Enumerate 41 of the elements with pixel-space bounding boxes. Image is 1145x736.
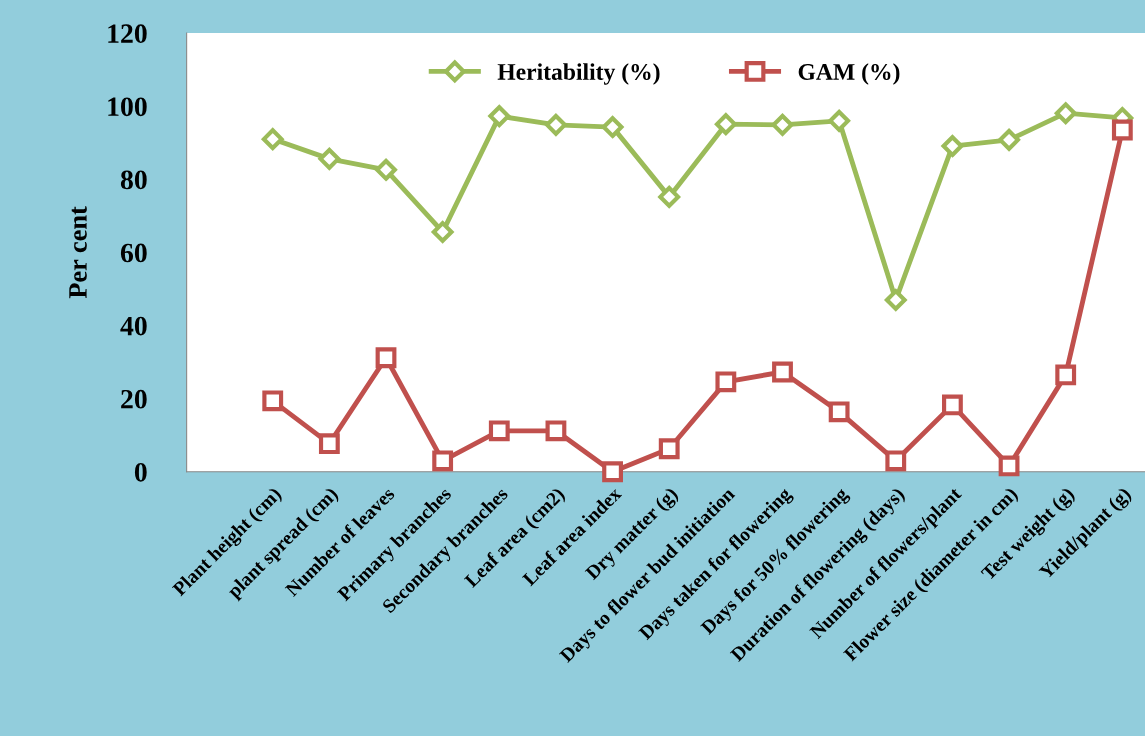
point [431, 221, 454, 243]
point [658, 438, 680, 460]
y-axis-title: Per cent [69, 206, 87, 299]
point [941, 135, 964, 157]
point [884, 289, 907, 311]
y-tick-label: 120 [108, 24, 147, 44]
point [998, 128, 1020, 151]
point [772, 361, 793, 383]
point [885, 450, 907, 472]
y-tick-label: 80 [120, 170, 147, 190]
point [828, 109, 851, 132]
point [318, 147, 341, 170]
y-tick-label: 60 [120, 243, 147, 263]
point [545, 113, 567, 136]
y-tick-label: 100 [108, 97, 147, 117]
point [375, 158, 397, 181]
point [261, 128, 284, 151]
point [488, 420, 510, 442]
point [771, 113, 794, 136]
point [432, 450, 454, 472]
y-tick-label: 0 [134, 462, 147, 482]
point [1054, 102, 1077, 125]
point [828, 401, 850, 423]
point [318, 433, 340, 455]
point [1055, 364, 1077, 386]
point [998, 455, 1020, 477]
legend-label: Heritability (%) [497, 63, 660, 85]
point [602, 461, 623, 483]
point [715, 371, 737, 393]
point [942, 394, 963, 416]
point [601, 116, 624, 138]
point [375, 347, 397, 369]
point [1111, 119, 1133, 141]
point [545, 420, 567, 442]
legend-label: GAM (%) [798, 63, 900, 85]
y-tick-label: 20 [121, 389, 147, 409]
point [262, 390, 284, 412]
point [714, 113, 737, 136]
point [488, 105, 511, 128]
point [658, 185, 681, 208]
y-tick-label: 40 [120, 316, 147, 336]
